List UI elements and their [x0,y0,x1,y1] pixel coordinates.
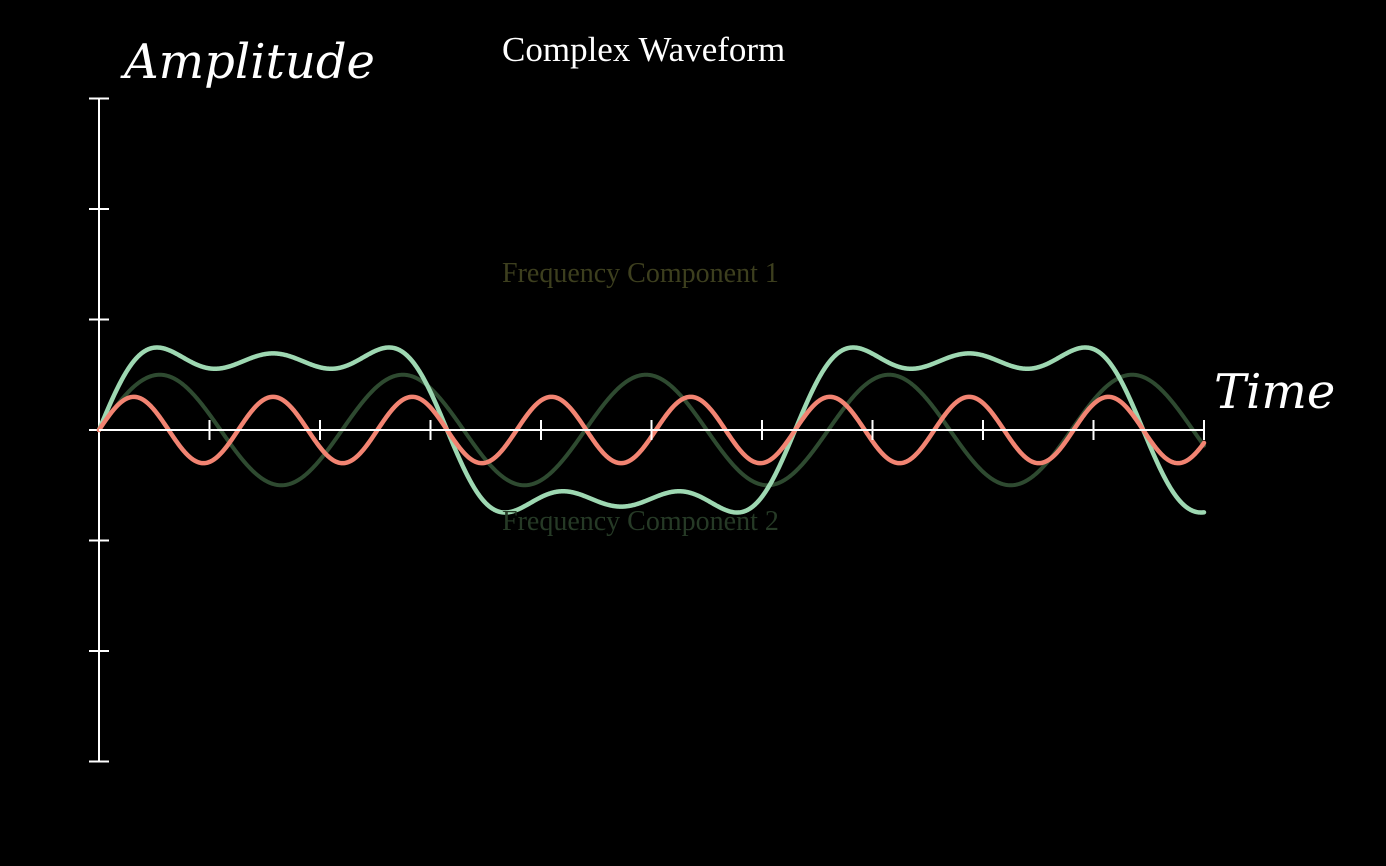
component-2-label: Frequency Component 2 [502,506,779,537]
series-line-component1 [97,372,1206,488]
y-axis-label: Amplitude [124,34,375,90]
x-axis-label: Time [1214,364,1336,420]
component-1-label: Frequency Component 1 [502,258,779,289]
x-axis [99,420,1205,440]
series-line-complex [96,345,1207,515]
chart-title: Complex Waveform [502,30,786,69]
